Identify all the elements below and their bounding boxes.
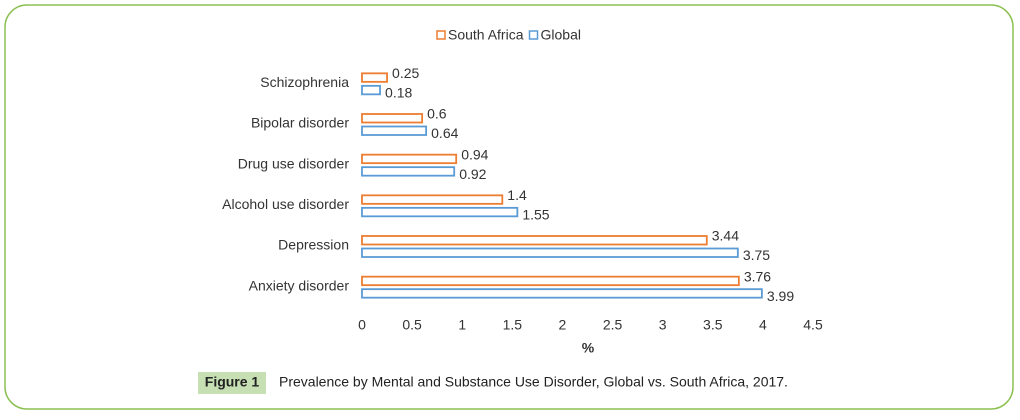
legend-label: South Africa: [448, 27, 524, 43]
x-tick-label: 3: [659, 317, 667, 333]
bar: [361, 166, 456, 177]
data-label: 0.94: [461, 146, 488, 162]
x-tick-label: 4.5: [803, 317, 823, 333]
bar: [361, 84, 381, 96]
bar: [361, 72, 388, 83]
bar: [361, 247, 739, 258]
data-label: 3.75: [743, 247, 770, 263]
y-tick-label: Depression: [278, 237, 349, 253]
data-label: 3.99: [767, 288, 794, 304]
caption-label: Figure 1: [205, 374, 260, 390]
x-tick-label: 1: [458, 317, 466, 333]
data-label: 0.25: [392, 65, 419, 81]
bar: [361, 194, 504, 205]
data-label: 0.18: [385, 85, 412, 101]
legend-label: Global: [541, 27, 581, 43]
x-tick-label: 3.5: [703, 317, 723, 333]
bar: [361, 125, 428, 136]
caption-text: Prevalence by Mental and Substance Use D…: [279, 374, 788, 390]
data-label: 0.6: [427, 106, 447, 122]
y-tick-label: Anxiety disorder: [249, 277, 350, 293]
caption-label-bg: [198, 372, 266, 394]
y-tick-label: Bipolar disorder: [251, 115, 349, 131]
data-label: 1.4: [507, 187, 527, 203]
x-tick-label: 1.5: [503, 317, 523, 333]
x-tick-label: 2: [559, 317, 567, 333]
bar: [361, 153, 458, 165]
bar: [361, 288, 763, 299]
x-tick-label: 0.5: [402, 317, 422, 333]
bar: [361, 206, 519, 218]
legend-marker: [436, 30, 446, 40]
data-label: 1.55: [522, 207, 549, 223]
data-label: 0.64: [431, 125, 458, 141]
bar: [361, 235, 708, 246]
y-tick-label: Schizophrenia: [260, 74, 349, 90]
bar: [361, 275, 740, 287]
x-tick-label: 4: [759, 317, 767, 333]
data-label: 0.92: [459, 166, 486, 182]
x-axis-label: %: [582, 340, 595, 356]
data-label: 3.44: [712, 228, 739, 244]
x-tick-label: 2.5: [603, 317, 623, 333]
bar: [361, 113, 424, 124]
legend-marker: [528, 30, 539, 40]
y-tick-label: Alcohol use disorder: [222, 196, 349, 212]
x-tick-label: 0: [358, 317, 366, 333]
y-tick-label: Drug use disorder: [238, 155, 350, 171]
data-label: 3.76: [744, 268, 771, 284]
